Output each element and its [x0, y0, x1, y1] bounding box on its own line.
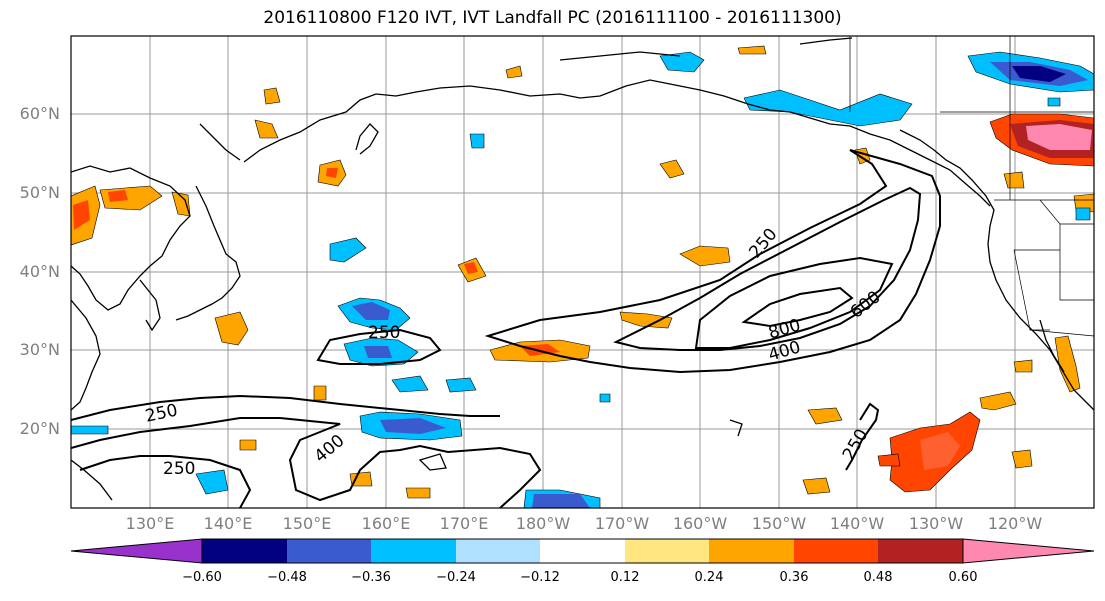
colorbar-tick-label: 0.12: [610, 570, 640, 585]
positive-anomaly-patches: [71, 45, 1094, 499]
coastlines: [71, 37, 1094, 501]
lat-label: 60°N: [19, 104, 60, 123]
colorbar-tick-label: 0.24: [694, 570, 724, 585]
political-borders: [849, 36, 1094, 337]
colorbar-tick-label: 0.48: [863, 570, 893, 585]
colorbar: [70, 538, 1095, 564]
lon-label: 160°W: [672, 514, 728, 533]
negative-anomaly-patches: [71, 51, 1094, 508]
contour-label: 250: [368, 323, 400, 343]
colorbar-segment: [456, 539, 540, 563]
colorbar-tick-label: −0.36: [351, 570, 391, 585]
colorbar-extend-high: [962, 538, 1095, 564]
lon-label: 120°W: [987, 514, 1043, 533]
map-frame: [70, 35, 1095, 509]
colorbar-segment: [371, 539, 456, 563]
colorbar-segment: [878, 539, 963, 563]
lat-label: 30°N: [19, 340, 60, 359]
lon-label: 130°W: [908, 514, 964, 533]
contour-250-west: [316, 328, 442, 365]
colorbar-segment: [540, 539, 625, 563]
colorbar-extend-low: [70, 538, 203, 564]
chart-title: 2016110800 F120 IVT, IVT Landfall PC (20…: [263, 8, 842, 28]
colorbar-segment: [625, 539, 709, 563]
contour-label: 250: [163, 459, 195, 479]
contour-250-south: [71, 394, 500, 421]
lon-label: 160°E: [361, 514, 411, 533]
contour-250-main: [484, 149, 941, 374]
colorbar-tick-label: 0.60: [948, 570, 978, 585]
colorbar-segment: [202, 539, 287, 563]
contour-250-east: [845, 402, 880, 471]
lat-label: 40°N: [19, 262, 60, 281]
ivt-contours: [71, 149, 941, 508]
colorbar-segment: [709, 539, 794, 563]
lon-label: 150°E: [282, 514, 332, 533]
lon-label: 140°E: [203, 514, 253, 533]
contour-800: [741, 286, 854, 328]
colorbar-tick-label: −0.12: [520, 570, 560, 585]
colorbar-tick-label: −0.48: [267, 570, 307, 585]
contour-600: [694, 256, 894, 349]
contour-400: [613, 186, 922, 351]
colorbar-tick-label: −0.24: [436, 570, 476, 585]
contour-400-south: [71, 417, 542, 508]
colorbar-segment: [287, 539, 371, 563]
colorbar-tick-label: 0.36: [779, 570, 809, 585]
lat-label: 50°N: [19, 183, 60, 202]
lat-label: 20°N: [19, 419, 60, 438]
contour-250-sw: [79, 455, 252, 508]
colorbar-segment: [794, 539, 878, 563]
lon-label: 130°E: [125, 514, 175, 533]
lon-label: 150°W: [751, 514, 807, 533]
lon-label: 170°E: [439, 514, 489, 533]
lon-label: 180°W: [515, 514, 571, 533]
map-area: 250 250 250 250 250 400 400 600 800: [71, 36, 1094, 508]
colorbar-tick-label: −0.60: [182, 570, 222, 585]
lon-label: 170°W: [594, 514, 650, 533]
lon-label: 140°W: [829, 514, 885, 533]
